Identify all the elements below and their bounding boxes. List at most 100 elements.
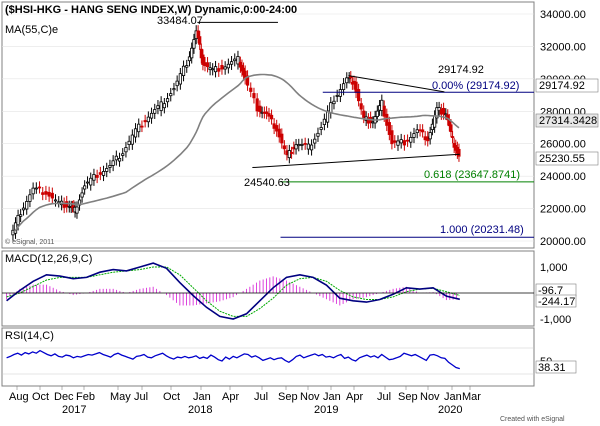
time-axis: Aug Oct Dec Feb May Jul Oct Jan Apr Jul Sep Nov Jan A… xyxy=(9,386,481,416)
price-annotations: 33484.07 29174.92 24540.63 0.00% (29174.92)… xyxy=(157,15,524,236)
fib-label-618: 0.618 (23647.8741) xyxy=(424,169,520,181)
candle-body xyxy=(359,103,363,110)
candle-body xyxy=(280,133,284,144)
candle-body xyxy=(111,160,115,166)
candle-body xyxy=(380,99,384,111)
candle-body xyxy=(393,140,397,143)
candle-body xyxy=(140,125,144,128)
macd-label: MACD(12,26,9,C) xyxy=(5,253,92,265)
rsi-tag-label: 38.31 xyxy=(538,362,566,374)
candle-body xyxy=(441,107,446,115)
candle-body xyxy=(21,207,26,211)
candle-body xyxy=(114,155,118,161)
ma-label: MA(55,C)e xyxy=(5,24,58,36)
candle-body xyxy=(95,175,99,178)
candle-body xyxy=(121,153,125,156)
price-panel-frame xyxy=(1,1,535,249)
candle-body xyxy=(133,128,138,138)
candle-body xyxy=(345,77,349,84)
candle-body xyxy=(450,136,455,138)
high-annotation: 33484.07 xyxy=(157,15,203,27)
time-tick-label: Nov xyxy=(420,391,440,403)
macd-panel-frame xyxy=(1,250,535,327)
time-tick-label: Jul xyxy=(134,391,148,403)
time-tick-label: Jul xyxy=(254,391,268,403)
candle-body xyxy=(375,110,379,117)
candle-body xyxy=(435,107,439,119)
year-label: 2019 xyxy=(314,404,338,416)
price-tick-label: 24000.00 xyxy=(540,171,586,183)
macd-tick-label: 1,000 xyxy=(540,262,568,274)
candle-body xyxy=(181,65,186,77)
candle-body xyxy=(178,73,182,85)
candle-body xyxy=(205,62,210,68)
candle-body xyxy=(28,194,32,202)
macd-line xyxy=(6,262,460,320)
low-annotation: 24540.63 xyxy=(244,177,290,189)
candle-body xyxy=(275,125,279,132)
candle-body xyxy=(53,199,58,202)
price-tag-box xyxy=(535,78,599,93)
candle-body xyxy=(267,113,271,117)
rsi-tag-box xyxy=(535,360,577,374)
support-trendline xyxy=(252,153,460,169)
candle-body xyxy=(159,101,163,111)
candle-body xyxy=(396,140,400,146)
candle-body xyxy=(313,138,317,144)
candle-body xyxy=(83,185,87,190)
candle-body xyxy=(354,81,358,93)
candle-body xyxy=(423,136,427,141)
candle-body xyxy=(108,165,112,168)
candle-body xyxy=(329,102,333,114)
time-tick-label: Feb xyxy=(76,391,95,403)
candle-body xyxy=(402,140,406,146)
candle-body xyxy=(175,80,179,87)
candle-body xyxy=(287,150,291,159)
candle-body xyxy=(362,110,366,118)
candle-body xyxy=(335,94,339,97)
macd-tag-label: -96.7 xyxy=(538,285,563,297)
candle-body xyxy=(390,130,394,145)
time-tick-label: Apr xyxy=(346,391,363,403)
candle-body xyxy=(387,122,391,135)
candle-body xyxy=(309,144,314,151)
resistance-trendline xyxy=(348,75,445,93)
ma-line xyxy=(12,73,460,234)
candle-body xyxy=(258,105,262,113)
candle-body xyxy=(192,39,196,49)
candle-body xyxy=(105,168,109,172)
candle-body xyxy=(249,87,253,92)
time-tick-label: Nov xyxy=(300,391,320,403)
candle-body xyxy=(409,136,413,143)
candle-body xyxy=(316,132,320,137)
candle-body xyxy=(172,88,176,91)
chart-title: ($HSI-HKG - HANG SENG INDEX,W) Dynamic,0… xyxy=(5,4,297,16)
candle-body xyxy=(357,89,361,102)
candle-body xyxy=(217,68,221,72)
year-label: 2018 xyxy=(188,404,212,416)
price-tick-label: 20000.00 xyxy=(540,236,586,248)
time-tick-label: Oct xyxy=(32,391,49,403)
candle-body xyxy=(449,124,453,133)
candle-body xyxy=(265,111,269,114)
candle-body xyxy=(226,63,230,69)
time-tick-label: Jan xyxy=(444,391,462,403)
rsi-line xyxy=(6,349,460,370)
candle-body xyxy=(75,206,79,214)
candle-body xyxy=(412,133,416,138)
candle-body xyxy=(127,140,131,146)
time-tick-label: Oct xyxy=(163,391,180,403)
price-tag-box xyxy=(535,113,599,128)
macd-tick-label: -1,000 xyxy=(540,314,571,326)
candle-body xyxy=(201,54,205,65)
candle-body xyxy=(303,142,307,145)
candle-body xyxy=(198,36,202,45)
candle-body xyxy=(319,127,323,130)
candle-body xyxy=(245,75,250,86)
macd-histogram xyxy=(6,276,457,306)
price-tick-label: 22000.00 xyxy=(540,204,586,216)
rsi-panel-frame xyxy=(1,327,535,387)
candle-body xyxy=(47,191,51,197)
candle-body xyxy=(272,123,276,129)
candle-body xyxy=(98,172,102,175)
